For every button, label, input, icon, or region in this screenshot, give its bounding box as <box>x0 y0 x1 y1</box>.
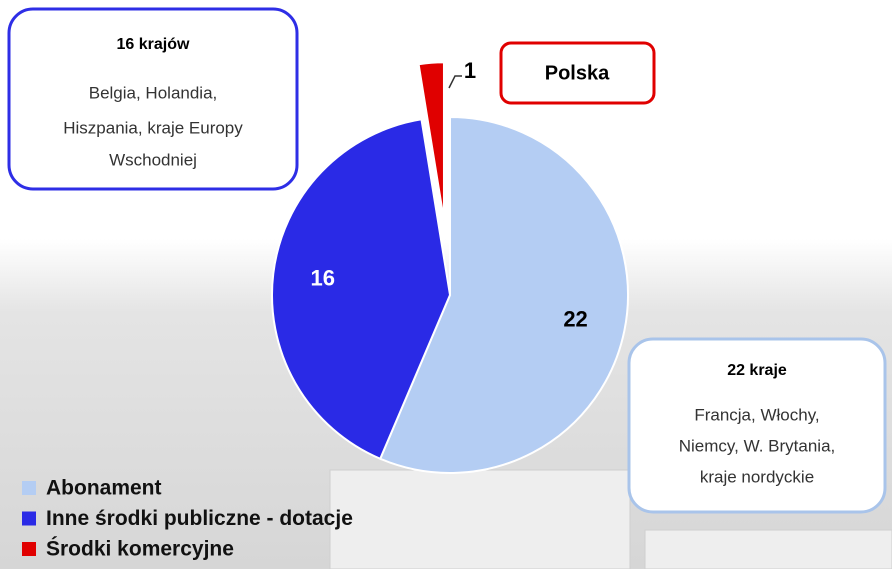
annotation-title: 22 kraje <box>727 362 787 379</box>
legend-label: Inne środki publiczne - dotacje <box>46 507 353 530</box>
annotation-box <box>499 41 656 105</box>
annotation-text: Belgia, Holandia, <box>89 83 218 102</box>
annotation-box <box>627 337 887 514</box>
annotation-box <box>7 7 299 191</box>
legend-label: Abonament <box>46 477 162 500</box>
legend-swatch <box>22 511 36 526</box>
background-panel <box>644 529 892 569</box>
leader-line <box>448 75 462 89</box>
annotation-text: Hiszpania, kraje Europy <box>63 118 243 137</box>
data-label: 1 <box>464 58 476 83</box>
data-label: 16 <box>311 265 335 290</box>
legend-swatch <box>22 481 36 495</box>
annotation-text: kraje nordyckie <box>700 467 814 486</box>
annotation-title: 16 krajów <box>117 36 190 53</box>
background-panel <box>329 469 631 569</box>
legend-swatch <box>22 542 36 556</box>
annotation-title: Polska <box>545 62 610 84</box>
annotation-text: Francja, Włochy, <box>694 405 819 424</box>
legend-label: Środki komercyjne <box>46 537 234 561</box>
pie-slice <box>271 118 452 461</box>
pie-slice <box>417 61 445 221</box>
data-label: 22 <box>563 306 587 331</box>
annotation-text: Wschodniej <box>109 150 197 169</box>
annotation-text: Niemcy, W. Brytania, <box>679 436 836 455</box>
pie-slice <box>378 115 629 474</box>
